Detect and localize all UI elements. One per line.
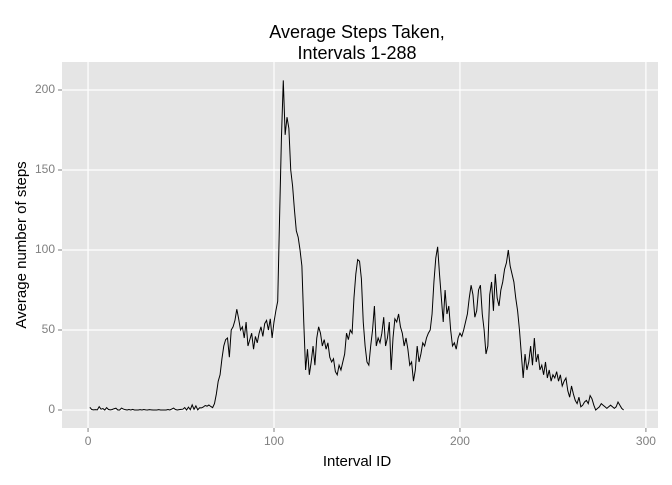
chart-title: Intervals 1-288 [297,43,416,63]
y-tick-label: 200 [35,82,55,96]
y-tick-label: 150 [35,162,55,176]
y-tick-label: 50 [42,322,56,336]
x-tick-label: 0 [85,434,92,448]
y-tick-label: 100 [35,242,55,256]
chart-title: Average Steps Taken, [269,22,444,42]
y-axis-title: Average number of steps [13,161,30,328]
y-tick-label: 0 [48,402,55,416]
plot-panel [62,62,658,428]
x-tick-label: 200 [450,434,470,448]
x-axis-title: Interval ID [323,453,392,470]
line [89,80,624,411]
x-tick-label: 300 [636,434,656,448]
x-tick-label: 100 [264,434,284,448]
